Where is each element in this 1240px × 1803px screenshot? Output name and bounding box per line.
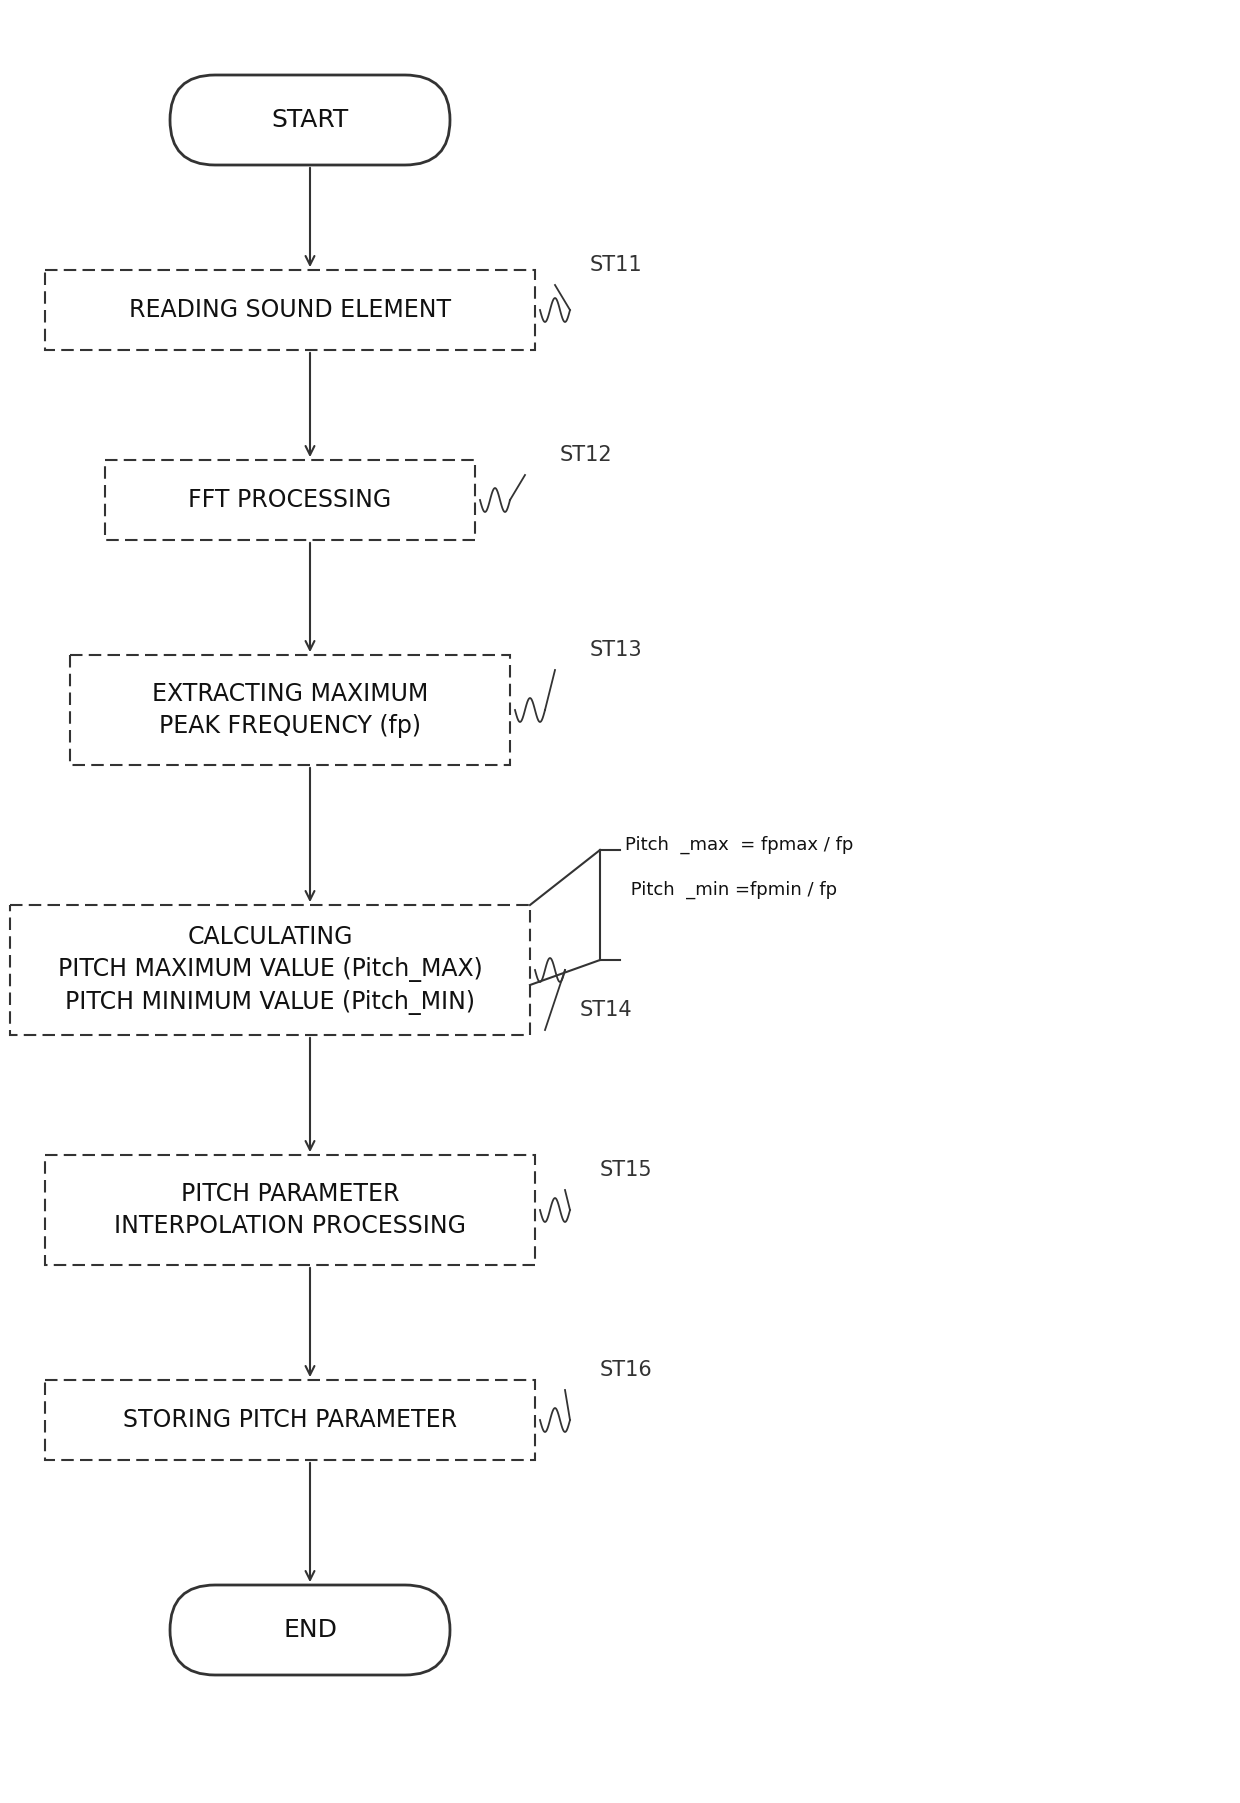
Text: END: END [283, 1617, 337, 1643]
FancyBboxPatch shape [45, 1156, 534, 1266]
Text: FFT PROCESSING: FFT PROCESSING [188, 489, 392, 512]
Text: ST11: ST11 [590, 254, 642, 276]
Text: ST13: ST13 [590, 640, 642, 660]
Text: ST12: ST12 [560, 445, 613, 465]
Text: PITCH PARAMETER
INTERPOLATION PROCESSING: PITCH PARAMETER INTERPOLATION PROCESSING [114, 1183, 466, 1239]
Text: READING SOUND ELEMENT: READING SOUND ELEMENT [129, 297, 451, 323]
FancyBboxPatch shape [69, 654, 510, 764]
FancyBboxPatch shape [170, 76, 450, 166]
FancyBboxPatch shape [45, 270, 534, 350]
Text: START: START [272, 108, 348, 132]
Text: Pitch  _max  = fpmax / fp: Pitch _max = fpmax / fp [625, 837, 853, 855]
FancyBboxPatch shape [170, 1585, 450, 1675]
Text: Pitch  _min =fpmin / fp: Pitch _min =fpmin / fp [625, 882, 837, 900]
FancyBboxPatch shape [45, 1379, 534, 1460]
Text: ST16: ST16 [600, 1359, 652, 1379]
FancyBboxPatch shape [10, 905, 529, 1035]
Text: ST15: ST15 [600, 1159, 652, 1179]
Text: EXTRACTING MAXIMUM
PEAK FREQUENCY (fp): EXTRACTING MAXIMUM PEAK FREQUENCY (fp) [151, 682, 428, 737]
FancyBboxPatch shape [105, 460, 475, 541]
Text: CALCULATING
PITCH MAXIMUM VALUE (Pitch_MAX)
PITCH MINIMUM VALUE (Pitch_MIN): CALCULATING PITCH MAXIMUM VALUE (Pitch_M… [57, 925, 482, 1015]
Text: ST14: ST14 [580, 1001, 632, 1020]
Text: STORING PITCH PARAMETER: STORING PITCH PARAMETER [123, 1408, 458, 1432]
